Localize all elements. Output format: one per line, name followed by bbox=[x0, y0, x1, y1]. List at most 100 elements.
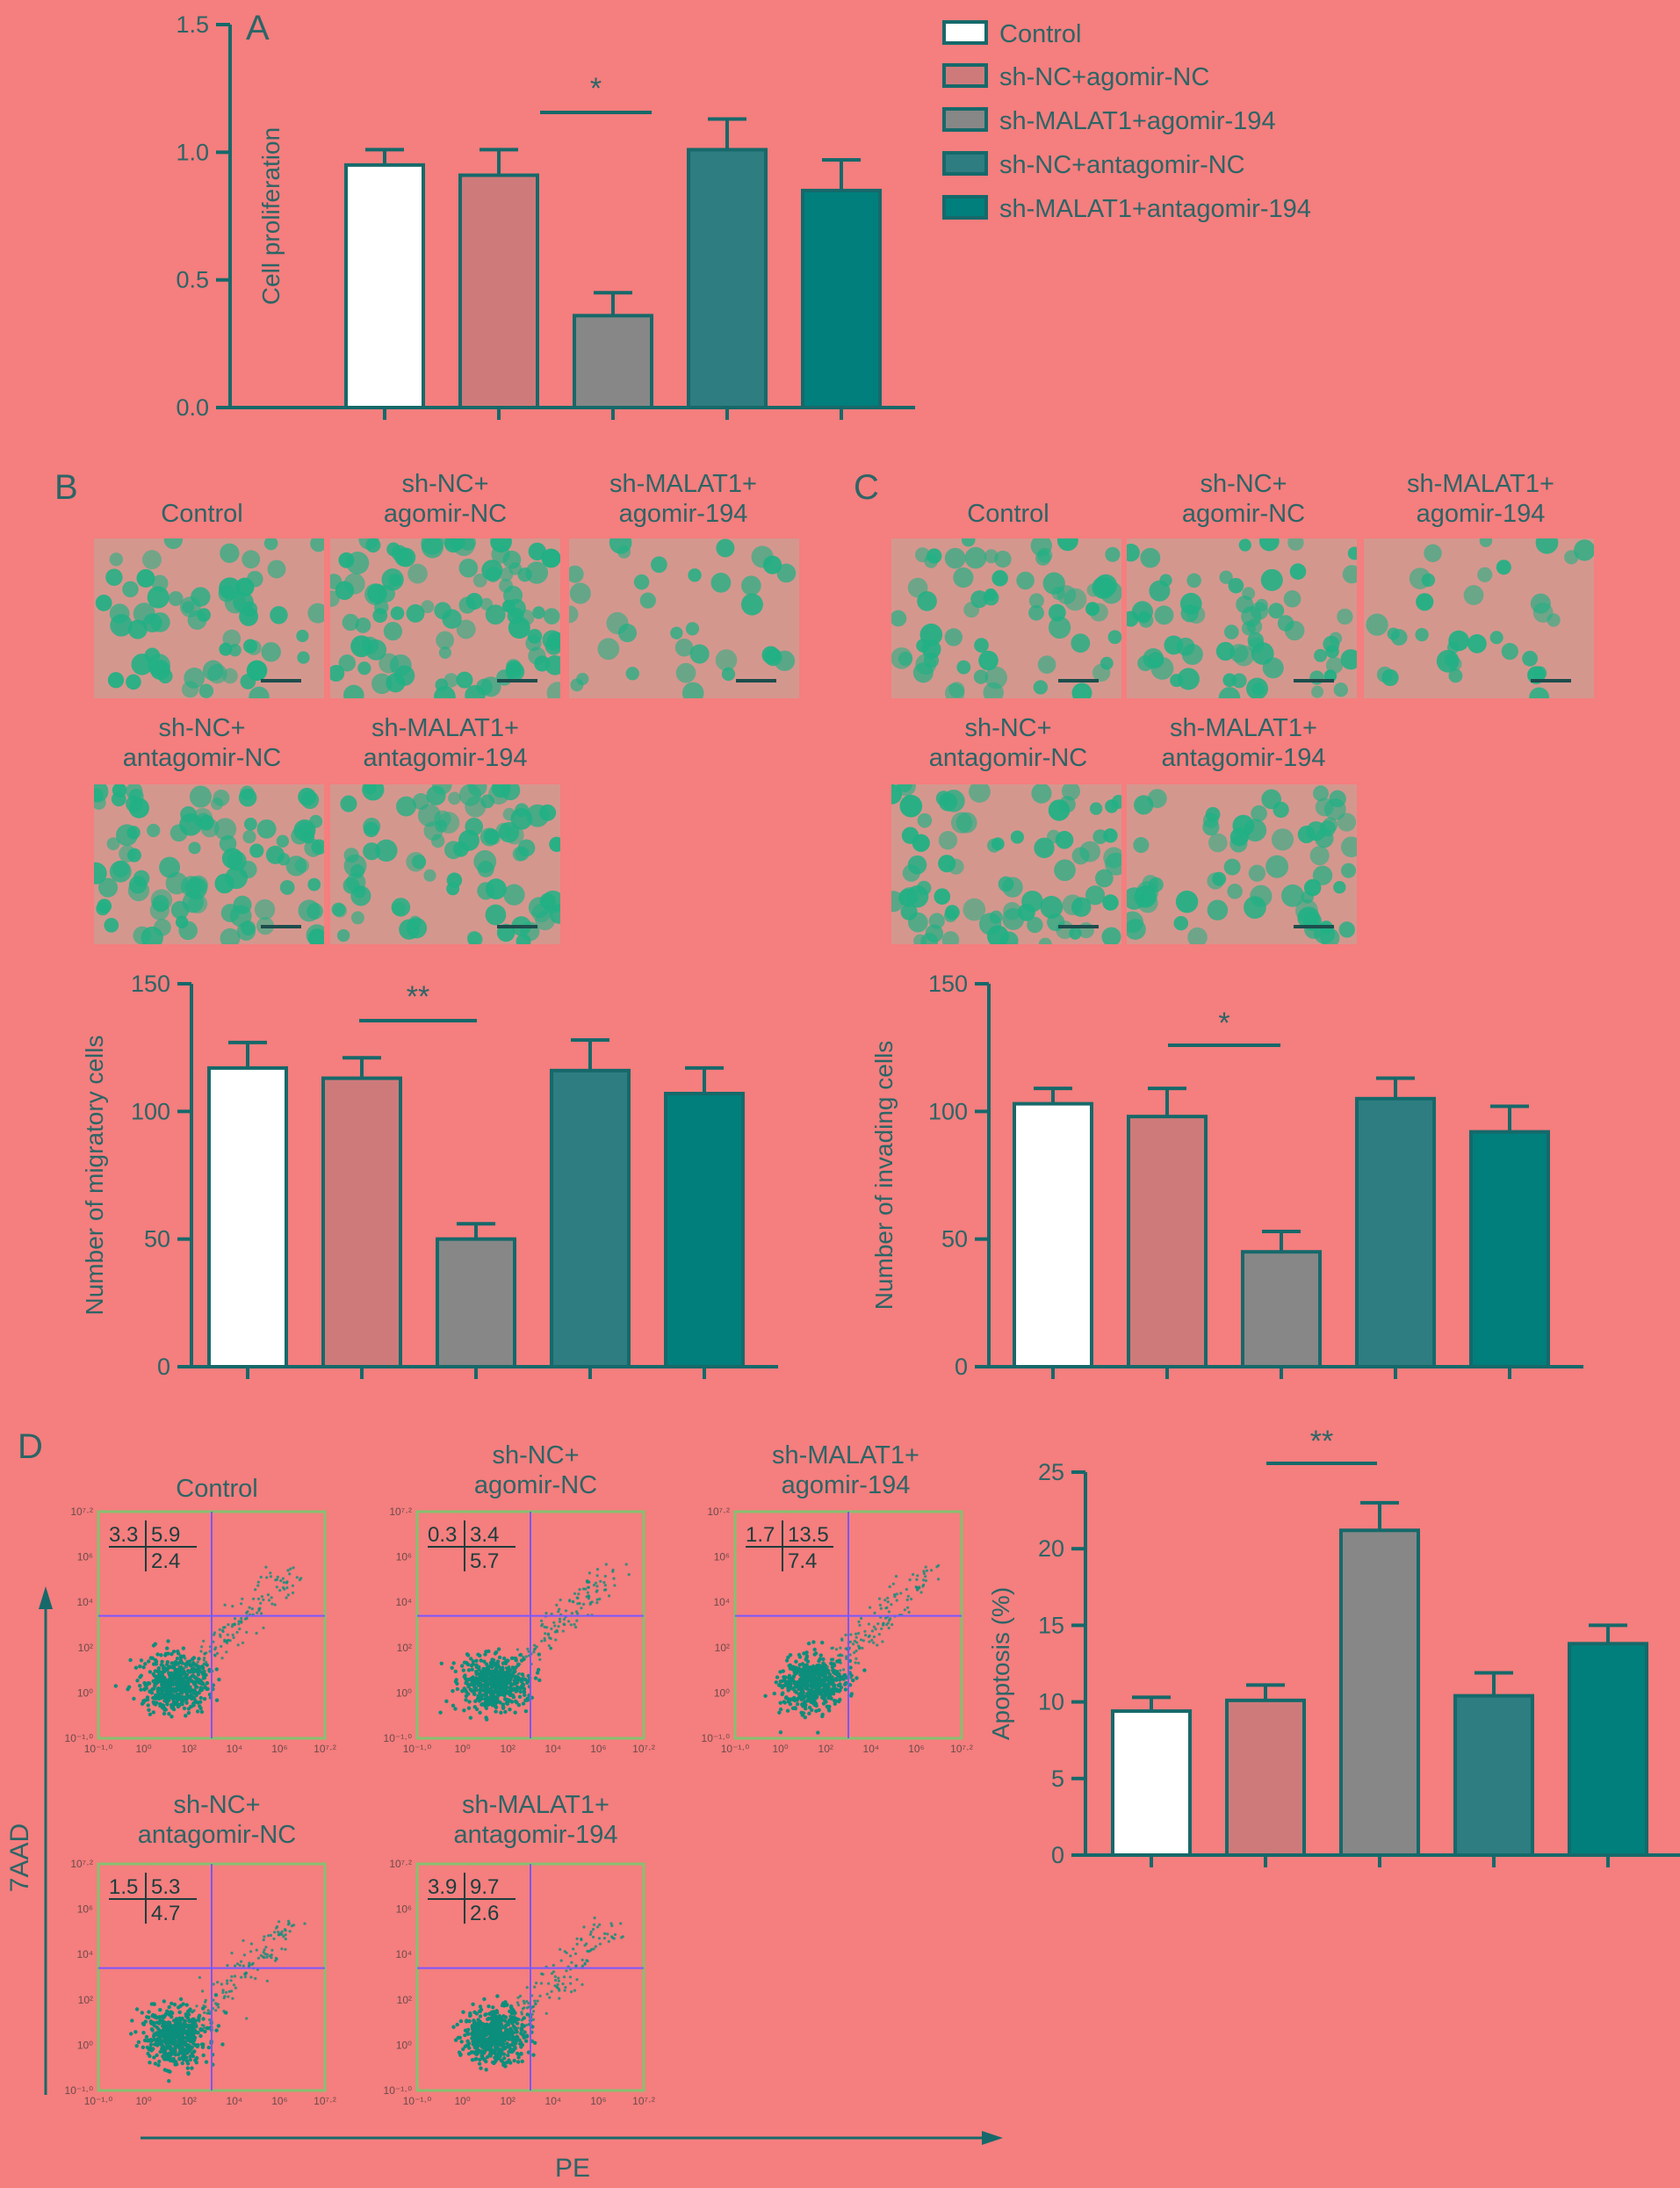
migration-cell bbox=[109, 552, 124, 567]
flow-event bbox=[202, 1697, 207, 1701]
migration-cell bbox=[458, 558, 479, 578]
migration-cell bbox=[141, 926, 163, 944]
invasion-micrograph-cells bbox=[891, 784, 1121, 944]
flow-event bbox=[242, 1953, 246, 1957]
flow-event bbox=[526, 1647, 530, 1650]
flow-event bbox=[572, 1600, 575, 1604]
flow-event bbox=[882, 1623, 885, 1627]
flow-event bbox=[255, 1948, 258, 1952]
flow-event bbox=[455, 1686, 460, 1692]
flow-event bbox=[273, 1931, 277, 1934]
flow-event bbox=[172, 2003, 177, 2007]
flow-event bbox=[495, 1693, 501, 1698]
flow-event bbox=[161, 2054, 165, 2059]
flow-event bbox=[514, 1658, 518, 1663]
chart-b-ytick-label: 150 bbox=[131, 971, 170, 997]
flow-event bbox=[787, 1664, 791, 1668]
flow-event bbox=[511, 2034, 516, 2039]
flow-event bbox=[193, 1685, 198, 1689]
invasion-cell bbox=[1071, 847, 1090, 865]
flow-event bbox=[197, 1679, 200, 1682]
flow-event bbox=[238, 1963, 242, 1968]
flow-event bbox=[272, 1937, 276, 1940]
flow-event bbox=[269, 1575, 272, 1578]
flow-event bbox=[523, 1698, 528, 1703]
flow-event bbox=[499, 2022, 503, 2026]
migration-cell bbox=[111, 791, 126, 807]
flow-event bbox=[501, 2032, 505, 2036]
flow-event bbox=[186, 1678, 190, 1682]
flow-event bbox=[190, 1666, 194, 1672]
chart-d-bar-control bbox=[1111, 1709, 1192, 1857]
flow-event bbox=[520, 2018, 524, 2022]
flow-event bbox=[516, 2060, 521, 2064]
flow-x-tick-label: 10⁰ bbox=[136, 2095, 152, 2107]
flow-event bbox=[171, 2018, 177, 2023]
flow-event bbox=[550, 1989, 553, 1993]
flow-event bbox=[188, 2054, 192, 2059]
invasion-cell bbox=[900, 903, 918, 921]
flow-event bbox=[163, 2036, 168, 2040]
flow-event bbox=[197, 1691, 201, 1695]
flow-event bbox=[177, 1703, 182, 1708]
flow-event bbox=[221, 1989, 225, 1992]
flow-event bbox=[497, 2053, 501, 2057]
flow-event bbox=[482, 1659, 487, 1664]
flow-event bbox=[135, 1679, 140, 1683]
invasion-cell bbox=[1133, 836, 1150, 854]
migration-cell bbox=[261, 642, 281, 662]
flow-y-arrowhead bbox=[39, 1586, 53, 1609]
flow-event bbox=[588, 1602, 592, 1606]
invasion-cell bbox=[1247, 632, 1264, 649]
flow-x-tick-label: 10⁴ bbox=[227, 1743, 243, 1755]
flow-event bbox=[185, 2038, 189, 2041]
migration-cell bbox=[362, 784, 385, 801]
migration-cell bbox=[163, 538, 183, 550]
flow-event bbox=[548, 1996, 552, 1999]
flow-event bbox=[232, 1636, 235, 1639]
flow-event bbox=[262, 1951, 265, 1954]
invasion-cell bbox=[1314, 648, 1328, 662]
flow-event bbox=[193, 2058, 198, 2062]
flow-event bbox=[509, 1657, 514, 1660]
flow-event bbox=[568, 1975, 573, 1979]
flow-event bbox=[229, 1979, 233, 1982]
flow-event bbox=[464, 1690, 469, 1694]
flow-event bbox=[484, 1673, 488, 1678]
chart-c-ylabel: Number of invading cells bbox=[870, 1041, 898, 1311]
flow-event bbox=[873, 1611, 876, 1614]
invasion-cell bbox=[1208, 833, 1228, 853]
flow-event bbox=[518, 1653, 522, 1657]
flow-plot-label: agomir-NC bbox=[474, 1471, 597, 1499]
flow-event bbox=[169, 2047, 174, 2051]
flow-event bbox=[584, 1587, 588, 1591]
flow-event bbox=[171, 1650, 177, 1654]
flow-event bbox=[216, 1981, 220, 1984]
flow-event bbox=[167, 1712, 171, 1716]
flow-event bbox=[141, 1699, 146, 1703]
flow-x-tick-label: 10⁴ bbox=[545, 1743, 562, 1755]
flow-event bbox=[141, 1665, 146, 1670]
migration-micrographs: Controlsh-NC+agomir-NCsh-MALAT1+agomir-1… bbox=[94, 470, 799, 944]
flow-event bbox=[880, 1627, 883, 1630]
flow-event bbox=[159, 1679, 163, 1684]
flow-event bbox=[507, 2049, 511, 2054]
flow-event bbox=[855, 1641, 859, 1644]
panel-label-a: A bbox=[246, 9, 270, 47]
flow-event bbox=[245, 1630, 249, 1634]
flow-event bbox=[585, 1942, 588, 1946]
flow-event bbox=[516, 2035, 520, 2040]
flow-event bbox=[524, 2039, 529, 2043]
flow-plot-control: 3.3 5.92.410⁻¹·⁰10⁻¹·⁰10⁰10⁰10²10²10⁴10⁴1… bbox=[65, 1475, 336, 1755]
invasion-cell bbox=[917, 812, 933, 828]
flow-event bbox=[778, 1707, 783, 1712]
flow-event bbox=[506, 2035, 510, 2040]
migration-cell bbox=[358, 538, 379, 550]
invasion-cell bbox=[1215, 641, 1236, 661]
flow-event bbox=[504, 1697, 508, 1702]
flow-event bbox=[262, 1598, 265, 1601]
flow-event bbox=[876, 1643, 879, 1647]
flow-event bbox=[550, 1612, 553, 1616]
flow-quadrant-lr: 2.6 bbox=[470, 1902, 499, 1925]
flow-event bbox=[174, 1681, 178, 1686]
